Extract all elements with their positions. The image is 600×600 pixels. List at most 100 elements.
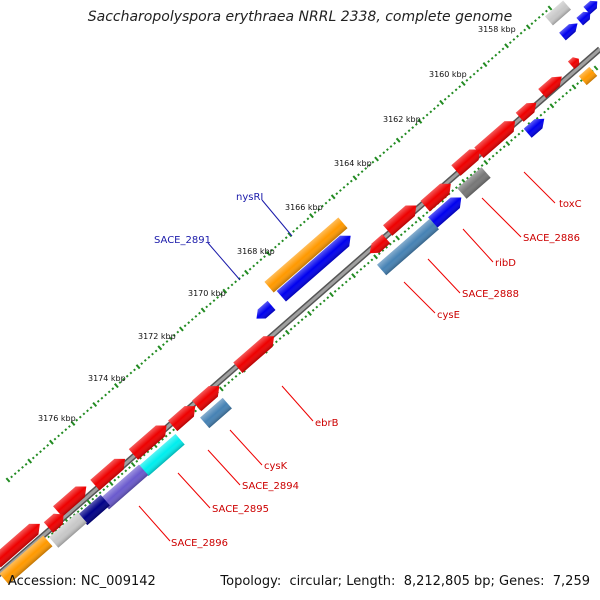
- gene-blue-small[interactable]: [253, 300, 276, 323]
- gene-label-ebrb[interactable]: ebrB: [315, 418, 339, 429]
- accession-label: Accession:: [8, 574, 77, 589]
- gene-blue-2[interactable]: [559, 20, 581, 41]
- tick-mark: [86, 409, 89, 413]
- gene-label-ribd[interactable]: ribD: [495, 258, 516, 269]
- gene-red-9-shading: [192, 386, 220, 412]
- gene-label-cyse[interactable]: cysE: [437, 310, 460, 321]
- tick-label-3162: 3162 kbp: [383, 115, 421, 124]
- tick-mark: [300, 318, 304, 322]
- gene-red-4[interactable]: [515, 98, 540, 122]
- gene-blue-top[interactable]: [576, 9, 593, 26]
- tick-mark: [501, 47, 505, 51]
- tick-mark: [111, 387, 115, 391]
- tick-mark: [292, 229, 295, 233]
- tick-mark: [140, 362, 144, 366]
- gene-sace2895[interactable]: [99, 464, 149, 510]
- tick-mark: [57, 434, 61, 438]
- gene-red-14-shading: [43, 513, 64, 533]
- tick-mark: [172, 333, 176, 337]
- gene-label-sace2895[interactable]: SACE_2895: [212, 504, 269, 515]
- gene-label-nysri[interactable]: nysRI: [236, 192, 263, 203]
- gene-orange-bottom[interactable]: [0, 535, 53, 585]
- gene-red-15[interactable]: [0, 519, 44, 568]
- tick-mark: [293, 324, 297, 328]
- tick-mark: [315, 305, 319, 309]
- gene-red-10[interactable]: [168, 401, 200, 432]
- gene-red-14[interactable]: [43, 509, 68, 533]
- tick-mark: [407, 227, 411, 230]
- gene-red-small[interactable]: [567, 55, 582, 70]
- tick-mark: [410, 223, 414, 227]
- gene-label-sace2896[interactable]: SACE_2896: [171, 538, 228, 549]
- tick-mark: [443, 97, 447, 101]
- gene-red-8[interactable]: [366, 234, 391, 258]
- tick-mark: [297, 321, 300, 325]
- tick-mark: [10, 475, 14, 479]
- gene-sace2894[interactable]: [139, 433, 185, 477]
- gene-ebrb[interactable]: [233, 331, 278, 374]
- tick-mark: [278, 337, 282, 341]
- tick-mark: [42, 447, 46, 450]
- tick-mark: [252, 264, 256, 268]
- gene-red-9[interactable]: [192, 381, 224, 412]
- gene-navy[interactable]: [78, 494, 110, 526]
- tick-mark: [458, 182, 462, 186]
- tick-mark: [47, 535, 51, 539]
- gene-red-5[interactable]: [451, 144, 484, 176]
- tick-mark: [35, 453, 39, 457]
- gene-features[interactable]: [0, 0, 600, 585]
- length-value: 8,212,805 bp: [403, 574, 491, 589]
- tick-mark: [341, 283, 344, 287]
- gene-red-7[interactable]: [383, 200, 421, 236]
- gene-cysk[interactable]: [200, 397, 232, 429]
- gene-sace2896[interactable]: [49, 512, 87, 548]
- tick-mark: [147, 355, 151, 359]
- gene-label-toxc[interactable]: toxC: [559, 199, 582, 210]
- gene-toxc[interactable]: [474, 116, 519, 159]
- tick-mark: [549, 103, 555, 109]
- tick-mark: [460, 80, 466, 87]
- gene-orange-main[interactable]: [264, 217, 348, 293]
- gene-ribd-shading: [428, 197, 462, 228]
- gene-red-11[interactable]: [128, 420, 171, 460]
- tick-mark: [223, 384, 227, 388]
- tick-mark: [469, 75, 472, 79]
- tick-mark: [363, 264, 367, 268]
- tick-mark: [393, 141, 397, 145]
- gene-sace2886[interactable]: [457, 167, 491, 199]
- callout-line-sace2895: [177, 472, 211, 509]
- tick-mark: [129, 371, 133, 375]
- gene-blue-3[interactable]: [523, 114, 548, 138]
- tick-mark: [157, 345, 163, 351]
- gene-sace2896-shading: [49, 512, 87, 548]
- gene-label-sace2888[interactable]: SACE_2888: [462, 289, 519, 300]
- tick-mark: [135, 459, 139, 463]
- gene-label-sace2894[interactable]: SACE_2894: [242, 481, 299, 492]
- tick-label-3176: 3176 kbp: [38, 414, 76, 423]
- accession-info: Accession: NC_009142: [8, 574, 156, 589]
- gene-red-12-shading: [90, 458, 126, 491]
- gene-blue-2-shading: [559, 23, 578, 41]
- gene-label-sace2886[interactable]: SACE_2886: [523, 233, 580, 244]
- gene-blue-corner[interactable]: [583, 0, 600, 15]
- gene-orange-right[interactable]: [578, 66, 598, 86]
- gene-red-12[interactable]: [90, 454, 129, 491]
- tick-mark: [465, 176, 469, 180]
- tick-mark: [576, 82, 580, 86]
- tick-mark: [270, 248, 274, 252]
- gene-gray-top[interactable]: [545, 0, 571, 26]
- gene-label-sace2891[interactable]: SACE_2891: [154, 235, 211, 246]
- tick-mark: [114, 383, 119, 389]
- gene-sace2888[interactable]: [377, 218, 439, 276]
- gene-label-cysk[interactable]: cysK: [264, 461, 288, 472]
- tick-mark: [447, 94, 451, 98]
- gene-red-6[interactable]: [420, 179, 456, 212]
- tick-mark: [465, 78, 469, 82]
- gene-ribd[interactable]: [428, 192, 466, 228]
- gene-sace2891[interactable]: [276, 230, 356, 302]
- gene-red-13[interactable]: [53, 481, 91, 517]
- tick-mark: [342, 185, 346, 189]
- gene-red-3[interactable]: [538, 72, 565, 99]
- tick-mark: [450, 91, 454, 95]
